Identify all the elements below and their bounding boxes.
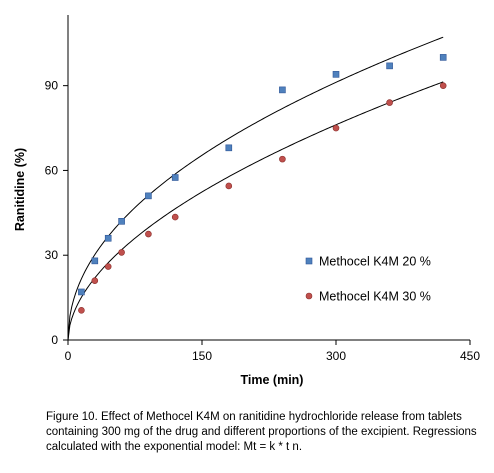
y-tick-label: 60: [45, 163, 59, 177]
legend-marker-series-2: [305, 292, 313, 300]
legend: Methocel K4M 20 % Methocel K4M 30 %: [305, 255, 431, 304]
data-points: [78, 54, 447, 314]
data-point-series-1: [225, 144, 233, 152]
y-axis-title: Ranitidine (%): [13, 148, 27, 231]
data-point-series-1: [145, 192, 152, 200]
x-tick-label: 0: [65, 349, 72, 363]
fit-curve-series-2: [67, 81, 444, 341]
y-tick-label: 30: [45, 248, 59, 262]
fit-curve-series-1: [67, 36, 444, 341]
release-chart: 0 150 300 450 0 30 60 90 Time (min) Ranitidine …: [13, 15, 481, 387]
data-point-series-2: [386, 99, 393, 106]
data-point-series-1: [78, 288, 85, 296]
x-tick-label: 150: [192, 349, 212, 363]
data-point-series-1: [439, 54, 447, 61]
data-point-series-2: [91, 277, 99, 284]
data-point-series-2: [104, 263, 112, 270]
data-point-series-1: [171, 174, 179, 181]
data-point-series-1: [279, 86, 286, 94]
data-point-series-2: [332, 124, 340, 132]
data-point-series-2: [171, 213, 179, 221]
data-point-series-2: [118, 249, 125, 256]
data-point-series-1: [118, 218, 125, 225]
x-tick-label: 450: [460, 349, 480, 363]
data-point-series-1: [332, 71, 340, 78]
data-point-series-2: [225, 182, 233, 190]
data-point-series-2: [145, 230, 152, 238]
legend-label-series-1: Methocel K4M 20 %: [319, 255, 431, 269]
data-point-series-1: [91, 257, 99, 265]
x-axis-title: Time (min): [241, 373, 304, 387]
legend-label-series-2: Methocel K4M 30 %: [319, 290, 431, 304]
tick-labels: 0 150 300 450 0 30 60 90: [45, 79, 481, 363]
data-point-series-1: [104, 234, 112, 242]
y-tick-label: 90: [45, 79, 59, 93]
regression-curves: [67, 36, 444, 341]
legend-marker-series-1: [305, 257, 313, 265]
data-point-series-2: [78, 307, 85, 314]
figure-caption: Figure 10. Effect of Methocel K4M on ran…: [46, 411, 477, 453]
data-point-series-2: [279, 155, 286, 163]
data-point-series-1: [386, 62, 393, 70]
data-point-series-2: [439, 82, 447, 89]
chart-axes: [63, 15, 471, 345]
x-tick-label: 300: [326, 349, 346, 363]
y-tick-label: 0: [51, 333, 58, 347]
